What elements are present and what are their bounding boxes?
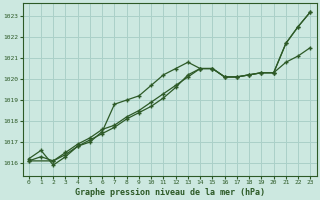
X-axis label: Graphe pression niveau de la mer (hPa): Graphe pression niveau de la mer (hPa)	[75, 188, 265, 197]
